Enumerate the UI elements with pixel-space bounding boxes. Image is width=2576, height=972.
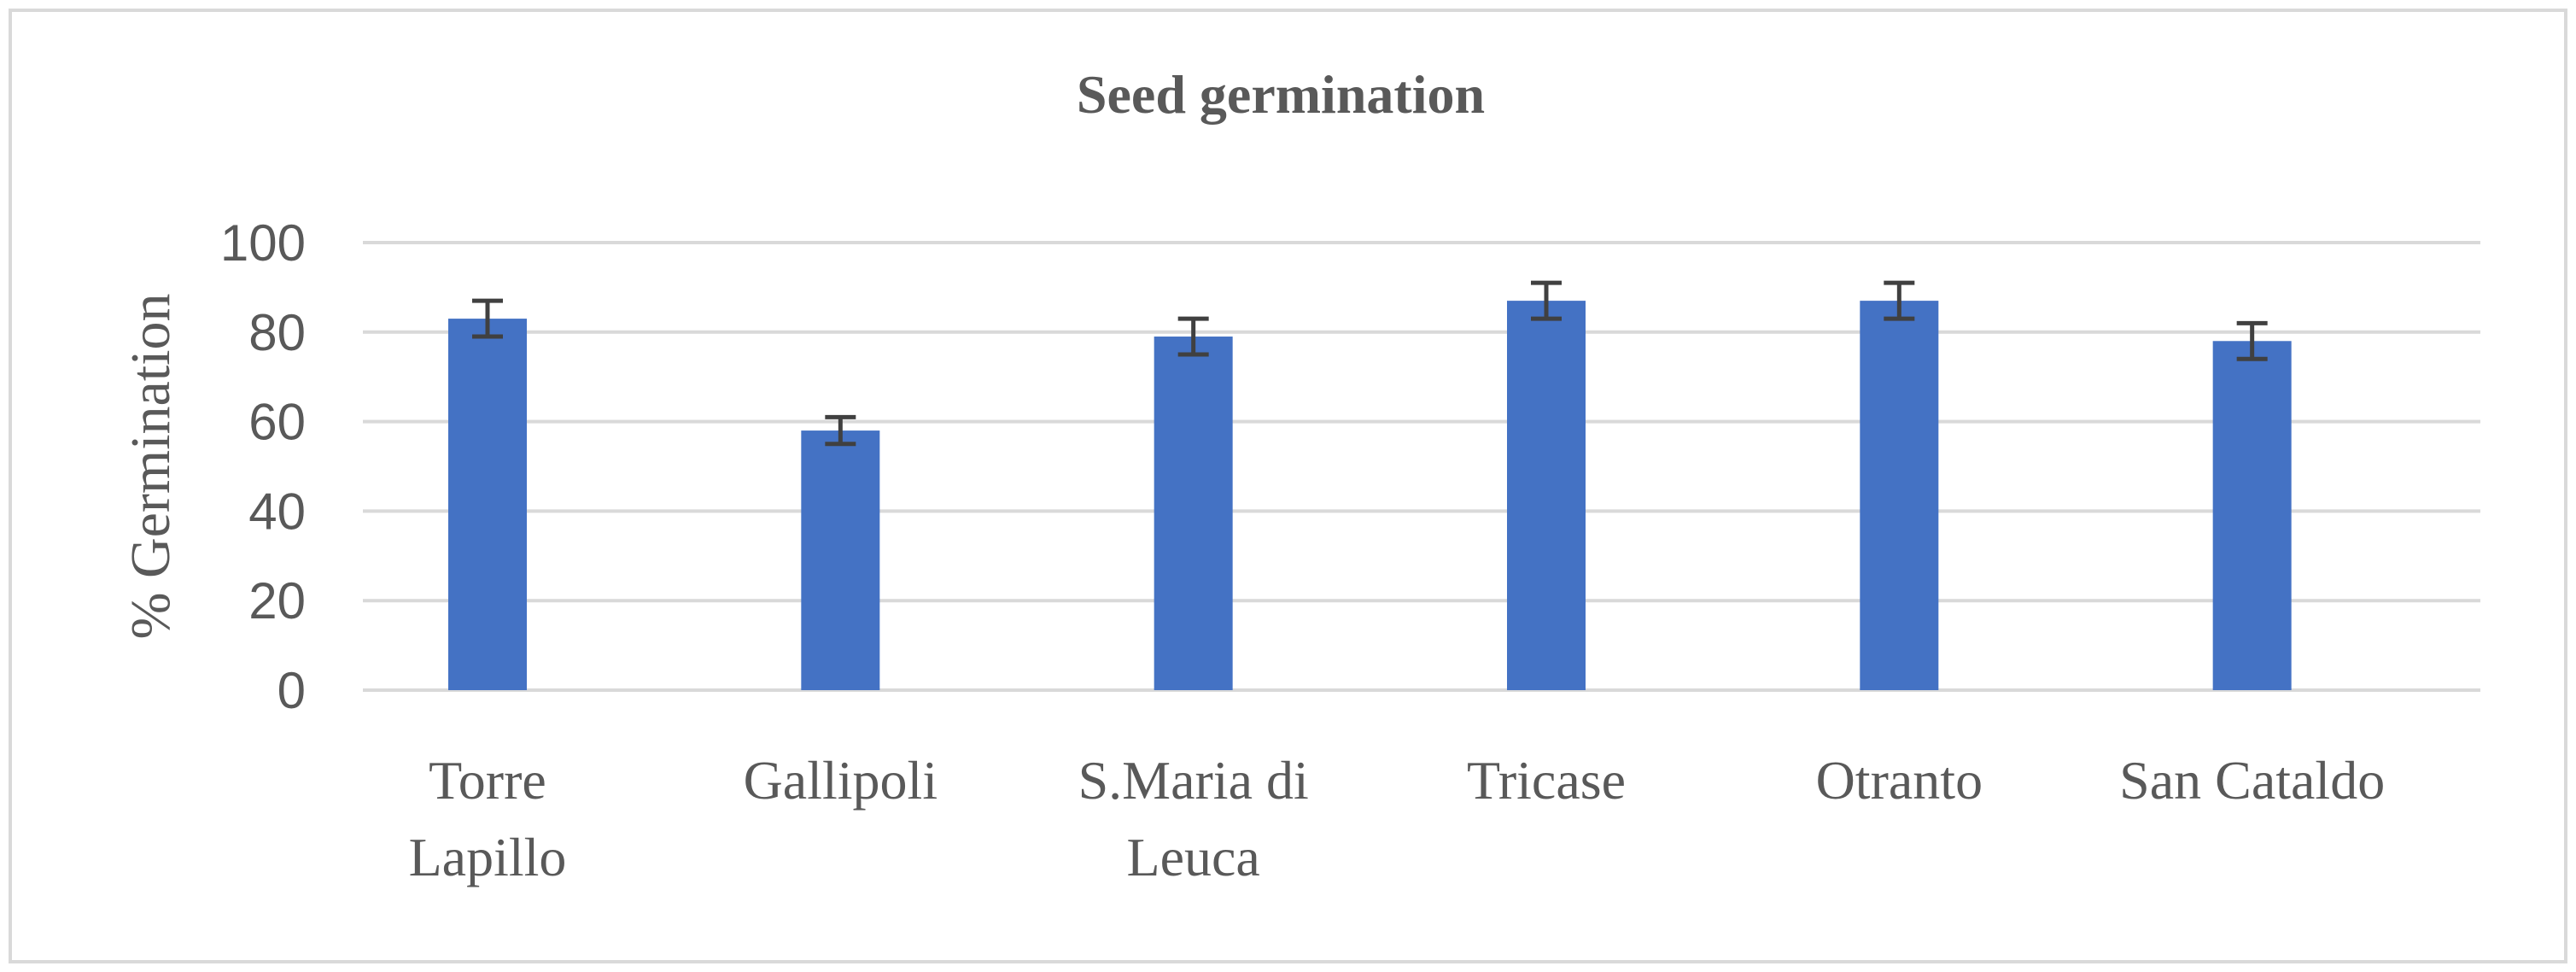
y-tick-label: 80 [248, 304, 306, 361]
x-tick-label-line: S.Maria di [1078, 750, 1309, 811]
y-tick-label: 20 [248, 572, 306, 629]
x-tick-label: Tricase [1467, 750, 1626, 811]
x-tick-label-line: Torre [429, 750, 546, 811]
x-tick-label: Torre Lapillo [409, 750, 567, 887]
x-tick-label-line: Leuca [1127, 827, 1260, 887]
chart-title: Seed germination [1077, 64, 1485, 125]
bar [448, 319, 527, 690]
chart-frame [9, 9, 2567, 963]
bar [2212, 341, 2292, 690]
x-tick-label: Otranto [1816, 750, 1983, 811]
bar [1154, 337, 1233, 690]
y-axis-label: % Germination [120, 293, 182, 639]
x-tick-label: Gallipoli [744, 750, 938, 811]
y-tick-label: 60 [248, 394, 306, 451]
bar [1860, 301, 1939, 690]
x-tick-label-line: San Cataldo [2119, 750, 2385, 811]
x-tick-label: San Cataldo [2119, 750, 2385, 811]
x-tick-label-line: Otranto [1816, 750, 1983, 811]
y-tick-label: 0 [277, 662, 306, 719]
bar [1507, 301, 1586, 690]
y-axis-ticks: 0 20 40 60 80 100 [220, 214, 306, 719]
x-tick-label-line: Gallipoli [744, 750, 938, 811]
y-tick-label: 100 [220, 214, 306, 272]
gridlines [363, 241, 2480, 692]
error-bars [472, 280, 2268, 447]
x-tick-label-line: Tricase [1467, 750, 1626, 811]
bar [801, 430, 880, 690]
x-tick-label-line: Lapillo [409, 827, 567, 887]
bars [448, 301, 2292, 690]
x-tick-label: S.Maria di Leuca [1078, 750, 1309, 887]
x-axis-ticks: Torre Lapillo Gallipoli S.Maria di Leuca Tric… [409, 750, 2386, 887]
y-tick-label: 40 [248, 483, 306, 540]
